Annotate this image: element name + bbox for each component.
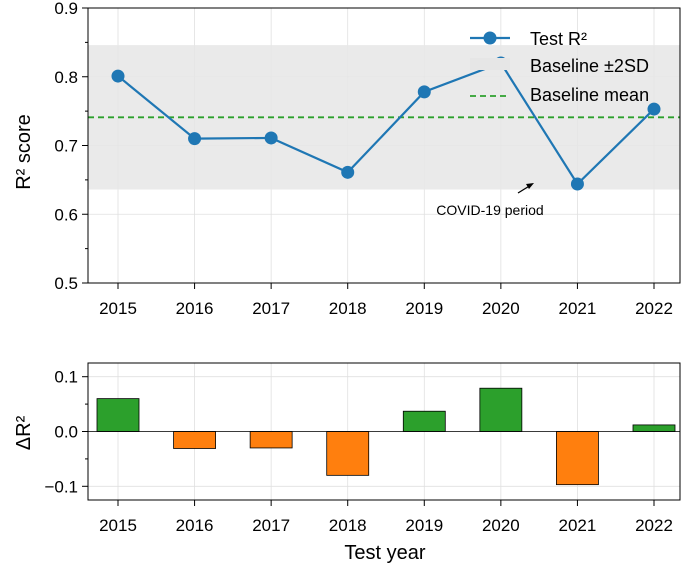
bottom-x-tick-label: 2015: [99, 516, 137, 535]
top-y-tick-label: 0.5: [54, 274, 78, 293]
delta-bar-2022: [632, 424, 676, 432]
bottom-y-ticks: 0.1 0.0 −0.1: [44, 368, 88, 496]
legend-band-swatch: [470, 58, 510, 70]
top-panel: 0.5 0.6 0.7 0.8 0.9 2015 2016 2017 2018 2019 2020…: [13, 0, 681, 318]
top-x-tick-label: 2020: [482, 299, 520, 318]
test-r2-point-2015: [111, 69, 125, 83]
top-x-tick-label: 2018: [329, 299, 367, 318]
top-x-tick-label: 2017: [252, 299, 290, 318]
top-x-tick-label: 2015: [99, 299, 137, 318]
delta-bar-2020: [479, 387, 523, 432]
test-r2-point-2022: [647, 102, 661, 116]
top-y-tick-label: 0.7: [54, 137, 78, 156]
bottom-y-tick-label: 0.0: [54, 423, 78, 442]
bottom-x-tick-label: 2021: [559, 516, 597, 535]
delta-bar-2019: [402, 410, 446, 432]
bottom-x-tick-label: 2022: [635, 516, 673, 535]
bottom-x-axis-label: Test year: [344, 542, 425, 564]
legend-entry-baseline-band: Baseline ±2SD: [530, 56, 649, 76]
top-x-tick-label: 2021: [559, 299, 597, 318]
top-y-tick-label: 0.6: [54, 205, 78, 224]
test-r2-point-2019: [417, 85, 431, 99]
delta-bar-2021: [556, 431, 599, 486]
bottom-y-tick-label: 0.1: [54, 368, 78, 387]
legend-marker-swatch: [483, 31, 497, 45]
bottom-y-tick-label: −0.1: [44, 477, 78, 496]
test-r2-point-2016: [188, 132, 202, 146]
bottom-x-tick-label: 2017: [252, 516, 290, 535]
bottom-x-ticks: 2015 2016 2017 2018 2019 2020 2021 2022: [99, 500, 673, 535]
bottom-y-axis-label: ΔR²: [13, 415, 35, 450]
legend-entry-test-r2: Test R²: [530, 29, 587, 49]
legend: Test R² Baseline ±2SD Baseline mean: [470, 29, 649, 105]
delta-bar-2017: [249, 431, 293, 449]
top-y-ticks: 0.5 0.6 0.7 0.8 0.9: [54, 0, 88, 293]
top-y-axis-label: R² score: [13, 114, 35, 190]
delta-bar-2018: [326, 431, 370, 476]
test-r2-line: [117, 61, 655, 186]
top-y-tick-label: 0.9: [54, 0, 78, 18]
bottom-panel: 0.10.0−0.1 2015 2016 2017 2018 2019 2020 2021 2…: [13, 362, 681, 564]
delta-bar-2015: [96, 398, 140, 432]
test-r2-point-2017: [264, 131, 278, 145]
covid-annotation: COVID-19 period: [436, 183, 544, 218]
bottom-x-tick-label: 2020: [482, 516, 520, 535]
top-y-tick-label: 0.8: [54, 68, 78, 87]
delta-bars: [96, 387, 676, 486]
bottom-x-tick-label: 2018: [329, 516, 367, 535]
annotation-text: COVID-19 period: [436, 202, 543, 218]
top-x-ticks: 2015 2016 2017 2018 2019 2020 2021 2022: [99, 283, 673, 318]
annotation-arrow-head: [526, 183, 534, 189]
bottom-x-tick-label: 2019: [405, 516, 443, 535]
top-x-tick-label: 2022: [635, 299, 673, 318]
legend-entry-baseline-mean: Baseline mean: [530, 85, 649, 105]
test-r2-point-2021: [570, 177, 584, 191]
top-x-tick-label: 2016: [176, 299, 214, 318]
test-r2-point-2018: [341, 165, 355, 179]
top-x-tick-label: 2019: [405, 299, 443, 318]
bottom-x-tick-label: 2016: [176, 516, 214, 535]
delta-bar-2016: [173, 431, 216, 449]
